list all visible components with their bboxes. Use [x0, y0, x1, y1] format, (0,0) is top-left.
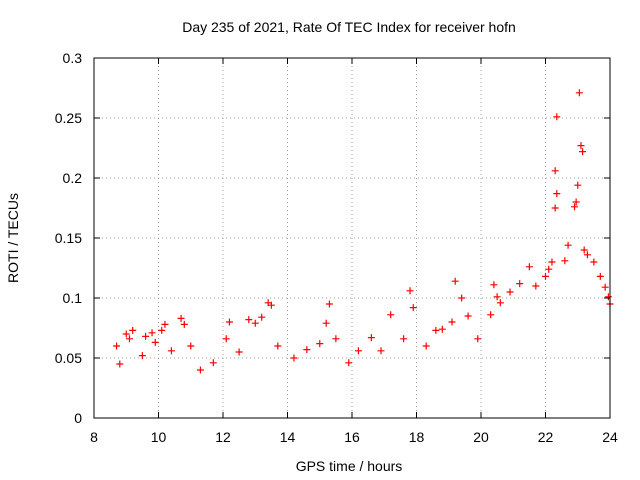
- data-point: [387, 311, 395, 319]
- x-tick-label: 16: [344, 429, 360, 445]
- data-point: [367, 334, 375, 342]
- data-point: [303, 346, 311, 354]
- data-point: [553, 113, 561, 121]
- data-point: [142, 332, 150, 340]
- data-point: [177, 314, 185, 322]
- y-tick-label: 0.15: [55, 230, 82, 246]
- data-point: [577, 142, 585, 150]
- x-tick-label: 10: [151, 429, 167, 445]
- x-tick-label: 14: [280, 429, 296, 445]
- data-point: [209, 359, 217, 367]
- x-tick-label: 20: [473, 429, 489, 445]
- data-point: [580, 246, 588, 254]
- data-point: [516, 280, 524, 288]
- data-point: [125, 335, 133, 343]
- data-point: [493, 293, 501, 301]
- grid-lines: [94, 58, 610, 418]
- x-tick-label: 22: [538, 429, 554, 445]
- data-point: [196, 366, 204, 374]
- x-tick-label: 12: [215, 429, 231, 445]
- data-point: [422, 342, 430, 350]
- data-point: [332, 335, 340, 343]
- data-point: [122, 330, 130, 338]
- data-point: [525, 263, 533, 271]
- data-point: [490, 281, 498, 289]
- data-point: [532, 282, 540, 290]
- data-point: [151, 338, 159, 346]
- data-point: [548, 258, 556, 266]
- data-point: [129, 326, 137, 334]
- data-point: [187, 342, 195, 350]
- data-point: [438, 325, 446, 333]
- data-point: [561, 257, 569, 265]
- data-point: [274, 342, 282, 350]
- data-point: [138, 352, 146, 360]
- x-axis-label: GPS time / hours: [296, 458, 403, 474]
- data-point: [180, 320, 188, 328]
- data-point: [251, 319, 259, 327]
- scatter-points: [113, 89, 614, 374]
- y-tick-label: 0.1: [63, 290, 83, 306]
- data-point: [148, 329, 156, 337]
- x-tick-label: 24: [602, 429, 618, 445]
- data-point: [596, 272, 604, 280]
- data-point: [290, 354, 298, 362]
- data-point: [258, 313, 266, 321]
- data-point: [451, 277, 459, 285]
- data-point: [113, 342, 121, 350]
- data-point: [579, 148, 587, 156]
- data-point: [400, 335, 408, 343]
- data-point: [158, 326, 166, 334]
- data-point: [167, 347, 175, 355]
- data-point: [458, 294, 466, 302]
- data-point: [222, 335, 230, 343]
- data-point: [316, 340, 324, 348]
- data-point: [116, 360, 124, 368]
- data-point: [432, 326, 440, 334]
- data-point: [474, 335, 482, 343]
- data-point: [464, 312, 472, 320]
- data-point: [551, 167, 559, 175]
- data-point: [448, 318, 456, 326]
- data-point: [564, 241, 572, 249]
- data-point: [325, 300, 333, 308]
- data-point: [161, 320, 169, 328]
- data-point: [496, 299, 504, 307]
- data-point: [553, 190, 561, 198]
- y-tick-label: 0.25: [55, 110, 82, 126]
- data-point: [545, 265, 553, 273]
- data-point: [590, 258, 598, 266]
- y-tick-label: 0: [74, 410, 82, 426]
- data-point: [604, 293, 612, 301]
- data-point: [574, 181, 582, 189]
- y-tick-label: 0.3: [63, 50, 83, 66]
- data-point: [575, 89, 583, 97]
- chart-title: Day 235 of 2021, Rate Of TEC Index for r…: [182, 19, 516, 35]
- data-point: [235, 348, 243, 356]
- data-point: [572, 198, 580, 206]
- data-point: [601, 283, 609, 291]
- data-point: [354, 347, 362, 355]
- x-tick-label: 8: [90, 429, 98, 445]
- data-point: [571, 203, 579, 211]
- data-point: [487, 311, 495, 319]
- y-tick-label: 0.05: [55, 350, 82, 366]
- data-point: [409, 304, 417, 312]
- data-point: [406, 287, 414, 295]
- data-point: [583, 251, 591, 259]
- data-point: [542, 272, 549, 280]
- data-point: [225, 318, 233, 326]
- data-point: [345, 359, 353, 367]
- axes: 8 10 12 14 16 18 20 22 24 0 0.05 0.1 0.15 0.2 0.25 0.3: [55, 50, 618, 445]
- x-tick-label: 18: [409, 429, 425, 445]
- y-tick-label: 0.2: [63, 170, 83, 186]
- data-point: [551, 204, 559, 212]
- data-point: [506, 288, 514, 296]
- data-point: [322, 319, 330, 327]
- data-point: [377, 347, 385, 355]
- data-point: [267, 301, 275, 309]
- data-point: [245, 316, 253, 324]
- y-axis-label: ROTI / TECUs: [5, 193, 21, 283]
